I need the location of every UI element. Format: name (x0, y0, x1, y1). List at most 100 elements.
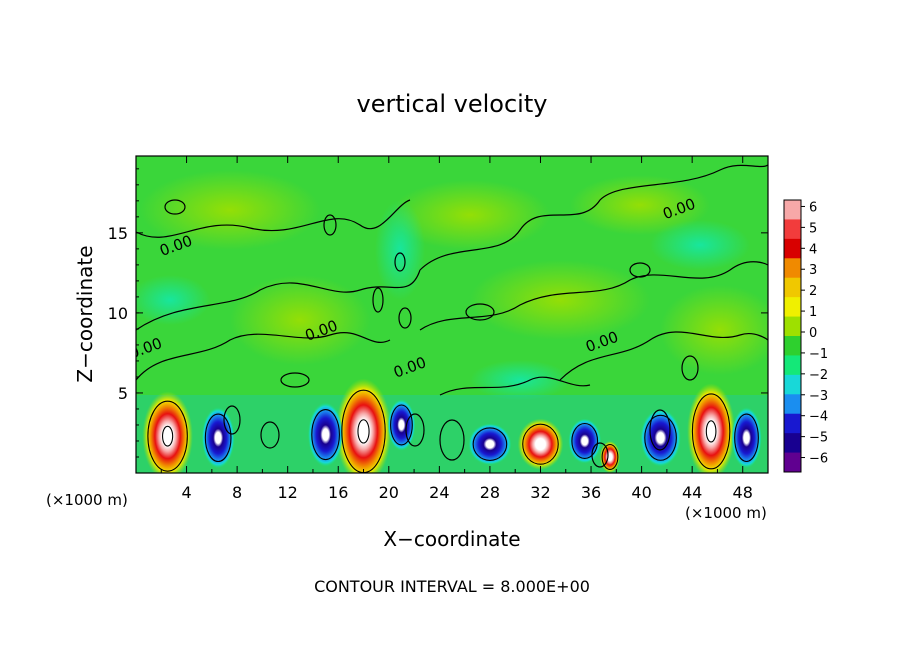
colorbar-swatch (784, 238, 801, 259)
contour-loop (260, 421, 280, 449)
downdraft-cell (640, 408, 681, 467)
cell-group (142, 378, 762, 473)
contour-loop (164, 199, 186, 215)
contour-ring (390, 404, 413, 446)
updraft-cell (335, 378, 392, 473)
x-tick-label: 48 (733, 483, 753, 502)
field-texture (140, 170, 320, 250)
contour-loop (398, 307, 412, 329)
contour-line (419, 164, 768, 271)
x-tick-label: 20 (379, 483, 399, 502)
colorbar-label: −2 (809, 368, 828, 383)
colorbar-label: 4 (809, 242, 817, 257)
contour-loop (629, 262, 651, 278)
colorbar-swatch (784, 394, 801, 415)
contour-interval-note: CONTOUR INTERVAL = 8.000E+00 (314, 577, 590, 596)
x-tick-label: 8 (232, 483, 242, 502)
contour-line (559, 331, 768, 381)
contour-ring (472, 427, 508, 461)
colorbar-label: 2 (809, 284, 817, 299)
contour-line (136, 332, 391, 381)
x-tick-label: 32 (530, 483, 550, 502)
downdraft-cell (468, 423, 512, 465)
downdraft-cell (568, 418, 602, 464)
colorbar-label: 6 (809, 200, 817, 215)
y-tick-label: 15 (108, 224, 128, 243)
field-texture (136, 275, 210, 325)
feature-contours (147, 389, 759, 473)
y-tick-label: 5 (118, 384, 128, 403)
contour-ring (522, 423, 559, 465)
colorbar-swatch (784, 413, 801, 434)
x-tick-label: 24 (429, 483, 449, 502)
contour-ring (204, 413, 232, 463)
downdraft-cell (307, 402, 344, 467)
contour-loop (280, 372, 310, 388)
x-tick-label: 16 (328, 483, 348, 502)
colorbar-label: −6 (809, 452, 828, 467)
chart-title: vertical velocity (357, 90, 548, 118)
contour-loop (394, 252, 406, 272)
contour-core (161, 425, 174, 447)
contour-line (439, 376, 591, 396)
contour-loop (372, 287, 384, 313)
contour-line (419, 261, 768, 331)
contour-ring (734, 413, 759, 463)
contour-ring (691, 393, 731, 470)
contour-core (357, 419, 370, 444)
colorbar-label: 0 (809, 326, 817, 341)
field-texture (570, 175, 710, 235)
contour-loop (681, 355, 699, 381)
updraft-cell (142, 391, 193, 473)
contour-loop (323, 214, 337, 236)
velocity-field: 0.000.000.000.000.000.00 (136, 156, 768, 473)
updraft-cell (687, 383, 736, 473)
downdraft-cell (201, 407, 235, 469)
colorbar: 6 5 4 3 2 1 0 −1 −2 −3 −4 −5 −6 (783, 199, 828, 473)
x-tick-label: 36 (581, 483, 601, 502)
contour-loop (439, 419, 465, 461)
contour-loop (223, 405, 241, 435)
x-axis-label: X−coordinate (383, 527, 520, 551)
updraft-cell (517, 418, 564, 470)
x-tick-label: 4 (181, 483, 191, 502)
y-axis: 5 10 15 (108, 168, 768, 458)
y-unit-label: (×1000 m) (46, 491, 128, 509)
colorbar-label: −4 (809, 410, 828, 425)
y-axis-label: Z−coordinate (73, 245, 97, 382)
colorbar-frame (783, 199, 802, 473)
colorbar-swatch (784, 433, 801, 454)
x-tick-label: 44 (682, 483, 702, 502)
colorbar-label: −3 (809, 389, 828, 404)
y-tick-label: 10 (108, 304, 128, 323)
contour-ring (644, 414, 677, 461)
contour-core (705, 420, 717, 443)
contour-line (136, 269, 421, 331)
colorbar-swatch (784, 297, 801, 318)
field-texture (375, 200, 425, 300)
colorbar-swatch (784, 355, 801, 376)
x-tick-label: 28 (480, 483, 500, 502)
colorbar-swatch (784, 200, 801, 220)
colorbar-swatch (784, 452, 801, 473)
contour-loop (649, 409, 671, 451)
colorbar-label: 3 (809, 263, 817, 278)
colorbar-swatch (784, 219, 801, 240)
contour-ring (601, 443, 619, 471)
colorbar-swatch (784, 316, 801, 337)
colorbar-label: −5 (809, 431, 828, 446)
downdraft-cell (387, 399, 416, 451)
colorbar-swatch (784, 277, 801, 298)
plot-frame (135, 155, 769, 474)
x-tick-label: 40 (631, 483, 651, 502)
colorbar-label: 5 (809, 221, 817, 236)
colorbar-swatch (784, 258, 801, 279)
colorbar-swatch (784, 336, 801, 356)
x-tick-label: 12 (278, 483, 298, 502)
field-texture (230, 275, 370, 365)
field-texture (470, 260, 650, 340)
colorbar-label: −1 (809, 347, 828, 362)
updraft-cell (599, 440, 621, 473)
field-texture (650, 220, 750, 270)
